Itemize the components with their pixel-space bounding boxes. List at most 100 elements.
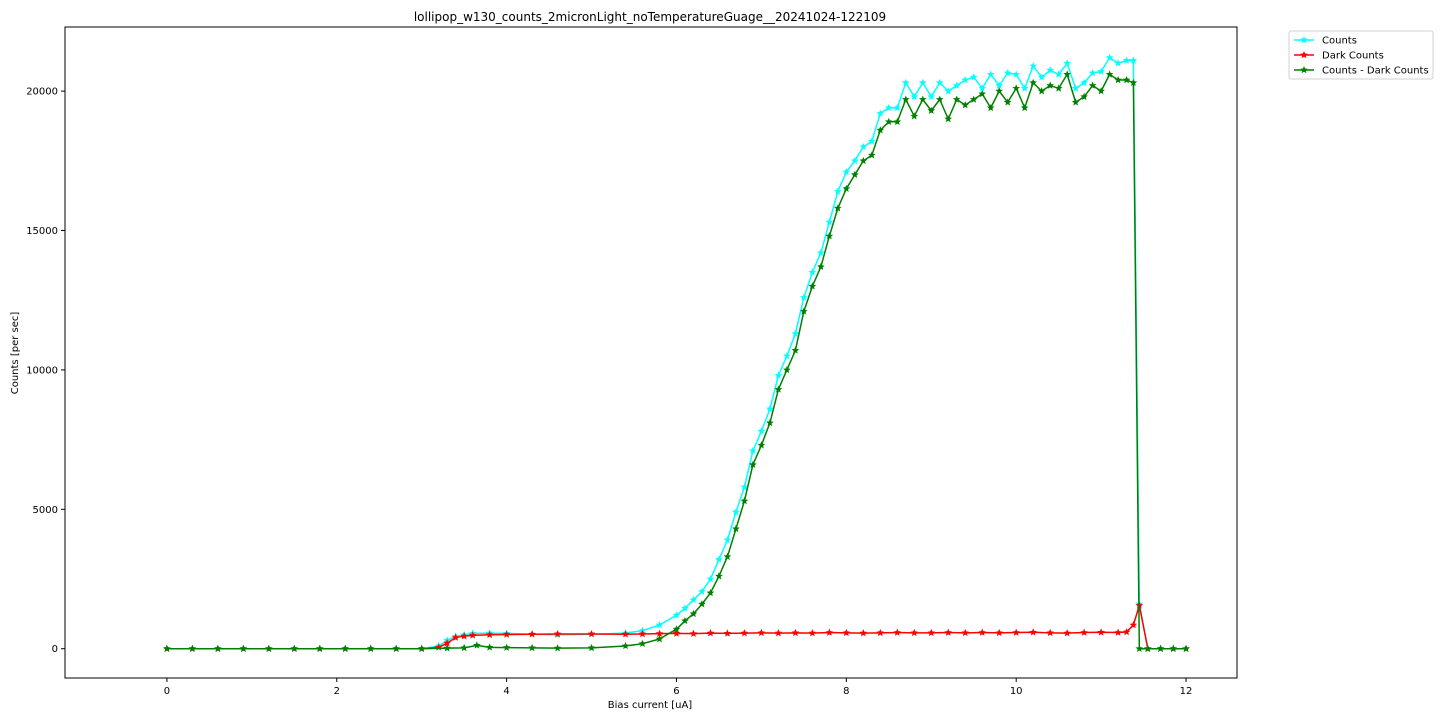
data-point [876,109,885,117]
data-point [740,483,749,491]
x-axis: 0 2 4 6 8 10 12 [164,678,1193,697]
data-point [265,644,273,652]
data-point [995,87,1004,95]
data-point [655,621,664,629]
data-point [901,78,910,86]
data-point [1080,628,1088,636]
data-point [808,282,817,290]
data-point [749,460,757,468]
data-point [706,629,715,637]
data-point [1046,66,1054,74]
data-point [944,628,953,636]
data-point [978,628,987,636]
data-point [451,633,460,641]
data-point [774,385,783,393]
data-point [927,628,936,637]
data-point [485,643,494,651]
data-point [1012,628,1020,636]
data-point [417,644,426,652]
data-point [978,84,987,92]
legend-label-dark-counts: Dark Counts [1322,51,1384,62]
legend: Counts Dark Counts Counts - Dark Counts [1288,30,1434,80]
data-point [655,629,664,637]
data-point [851,156,859,165]
data-point [825,628,834,636]
data-point [868,151,876,159]
data-point [851,170,859,178]
x-tick-label: 12 [1180,686,1193,697]
data-point [884,103,893,112]
data-point [1071,84,1080,92]
data-point [783,351,791,360]
data-point [1046,81,1054,89]
data-point [1129,56,1138,64]
data-point [392,644,401,652]
data-point [986,70,995,78]
x-tick-label: 10 [1010,686,1023,697]
data-point [672,611,681,619]
data-point [791,628,800,637]
data-point [817,262,825,270]
data-point [621,641,630,650]
data-point [859,629,868,637]
data-point [1012,84,1020,92]
data-point [995,81,1004,89]
data-point [952,95,961,103]
data-point [553,629,562,638]
data-point [1156,644,1165,652]
data-point [969,95,978,103]
series-dark-counts [163,601,1190,652]
data-point [910,92,919,100]
data-point [757,427,766,435]
data-point [502,630,511,638]
data-point [715,555,723,563]
data-point [672,629,681,637]
data-point [1080,92,1088,100]
data-point [239,644,248,652]
data-point [1020,84,1029,92]
data-point [1054,70,1063,78]
y-tick-label: 10000 [26,365,58,376]
data-point [188,644,197,652]
data-point [706,575,715,583]
data-point [468,631,477,639]
x-tick-label: 0 [164,686,170,697]
data-point [995,628,1004,637]
data-point [893,628,902,636]
data-point [1088,69,1097,77]
data-point [961,628,970,637]
data-point [876,126,885,134]
data-point [672,625,681,633]
data-point [528,643,536,652]
x-tick-label: 6 [673,686,679,697]
data-point [791,346,800,354]
data-point [986,103,995,112]
data-point [757,628,766,637]
data-point [842,167,851,176]
data-point [723,552,732,560]
data-point [638,639,647,647]
legend-box [1288,30,1434,80]
data-point [893,103,902,112]
data-point [884,117,893,126]
data-point [1063,70,1071,78]
data-point [689,609,698,618]
legend-marker-counts [1300,36,1308,44]
data-point [553,644,562,652]
y-tick-label: 0 [52,644,58,655]
data-point [978,89,987,98]
legend-label-counts-dark-counts: Counts - Dark Counts [1322,66,1429,77]
data-point [952,81,961,89]
legend-marker-counts-dark-counts [1300,66,1308,74]
data-point [1114,75,1122,84]
data-point [757,441,766,449]
data-point [918,95,927,103]
data-point [842,184,851,192]
data-point [1037,73,1046,81]
data-point [502,643,511,651]
data-point [1129,621,1138,629]
data-point [528,630,536,638]
data-point [766,404,774,413]
x-tick-label: 4 [503,686,509,697]
